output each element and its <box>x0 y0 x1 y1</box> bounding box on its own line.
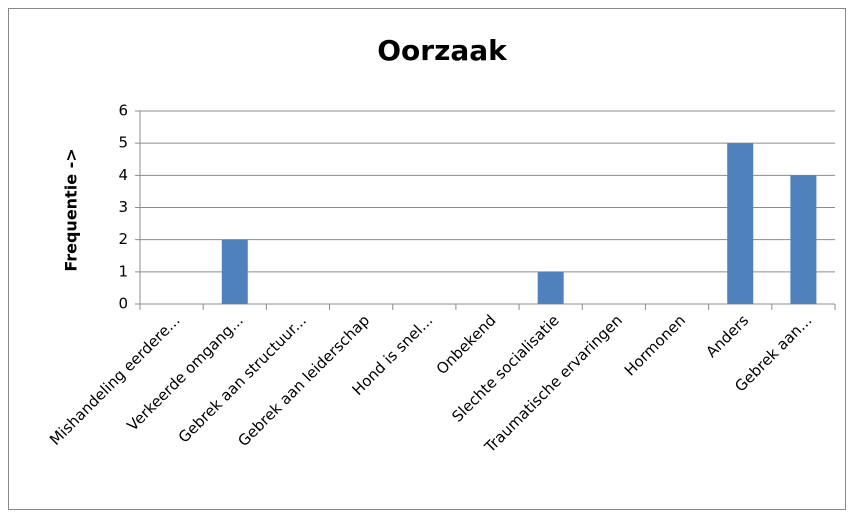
y-axis-label: Frequentie -> <box>62 148 81 271</box>
y-tick-label: 4 <box>118 166 128 184</box>
chart-title: Oorzaak <box>377 34 508 67</box>
y-tick-label: 6 <box>118 102 128 120</box>
chart-frame <box>8 8 846 510</box>
bar <box>727 143 754 304</box>
bar <box>221 239 248 304</box>
bar <box>537 271 564 304</box>
y-tick-label: 3 <box>118 198 128 216</box>
y-tick-label: 1 <box>118 262 128 280</box>
y-tick-label: 5 <box>118 134 128 152</box>
y-tick-label: 2 <box>118 230 128 248</box>
bar <box>790 175 817 304</box>
y-tick-label: 0 <box>118 295 128 313</box>
